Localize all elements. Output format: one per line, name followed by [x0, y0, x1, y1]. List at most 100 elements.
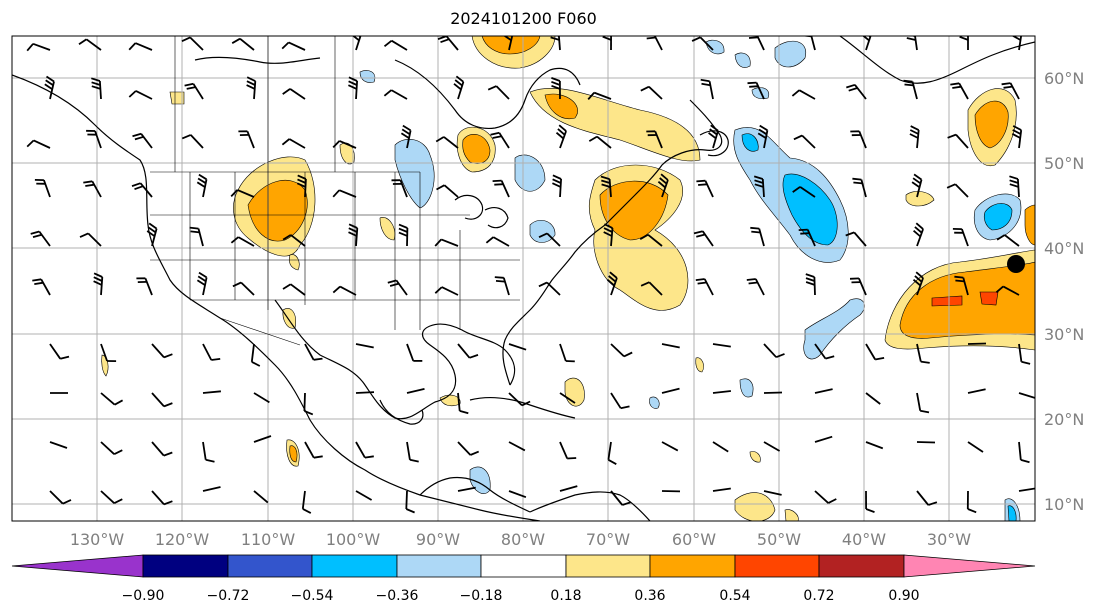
wind-barb-flag [555, 132, 564, 140]
wind-barb-shaft [405, 490, 408, 510]
lon-label-100w: 100°W [326, 530, 381, 549]
wind-barb-flag [304, 410, 314, 416]
wind-barb-flag [44, 83, 53, 90]
wind-barb-shaft [304, 343, 315, 361]
lat-label-20: 20°N [1044, 410, 1084, 429]
wind-barb-shaft [338, 189, 357, 198]
wind-barb-shaft [85, 38, 102, 51]
wind-barb-shaft [914, 36, 918, 51]
wind-barb-flag [603, 231, 613, 237]
colorbar-tick-4: −0.18 [460, 588, 503, 604]
wind-barb-shaft [654, 130, 663, 149]
wind-barb-flag [947, 133, 957, 139]
wind-barb-flag [798, 228, 808, 231]
wind-barb-shaft [100, 441, 115, 455]
wind-barb-flag [230, 189, 239, 198]
cool-anomaly-small-1 [705, 39, 725, 55]
wind-barb-shaft [596, 135, 612, 149]
wind-barb-shaft [967, 342, 987, 345]
wind-barb-shaft [712, 487, 731, 492]
warm-anomaly-east-atlantic-peak [931, 295, 963, 307]
wind-barb-flag [198, 173, 207, 181]
wind-barb-shaft [406, 343, 415, 362]
wind-barb-flag [792, 186, 801, 193]
coast-cuba [469, 396, 576, 419]
wind-barb-flag [506, 28, 514, 33]
wind-barb-flag [696, 179, 706, 183]
wind-barb-flag [1009, 175, 1019, 180]
lon-label-80w: 80°W [501, 530, 545, 549]
cool-anomaly-ohio [529, 220, 556, 243]
wind-barb-flag [494, 276, 504, 279]
wind-barb-flag [862, 36, 870, 42]
wind-barb-shaft [457, 441, 472, 456]
coast-central-am [419, 476, 531, 513]
wind-barb-flag [1014, 28, 1022, 32]
wind-barb-flag [865, 27, 872, 33]
wind-barb-flag [246, 84, 256, 90]
warm-anomaly-hudson-core [462, 133, 491, 164]
wind-barb-flag [754, 179, 764, 184]
wind-barb-flag [793, 134, 803, 141]
wind-barb-shaft [406, 388, 425, 394]
wind-barb-shaft [810, 36, 816, 51]
coast-great-lake-1 [454, 194, 484, 220]
wind-barb-flag [128, 42, 137, 51]
wind-barb-flag [383, 89, 392, 97]
longitude-labels: 130°W 120°W 110°W 100°W 90°W 80°W 70°W 6… [70, 530, 971, 549]
wind-barb-flag [45, 79, 54, 87]
wind-barb-shaft [508, 490, 527, 499]
wind-barb-shaft [202, 343, 213, 361]
lat-label-60: 60°N [1044, 69, 1084, 88]
wind-barb-flag [604, 223, 613, 229]
wind-barb-flag [128, 90, 137, 98]
graticule [12, 36, 1035, 521]
wind-barb-flag [348, 231, 358, 237]
wind-barb-shaft [916, 343, 922, 362]
wind-barb-shaft [443, 136, 459, 149]
wind-barb-flag [62, 499, 72, 505]
wind-barb-shaft [355, 441, 366, 459]
colorbar-segment-0 [11, 554, 144, 578]
wind-barb-shaft [865, 441, 884, 450]
wind-barb-flag [232, 281, 242, 288]
wind-barb-flag [26, 43, 34, 52]
cool-anomaly-north-atlantic-core [782, 173, 838, 246]
wind-barb-flag [1011, 133, 1021, 139]
wind-barb-flag [952, 85, 962, 89]
lat-label-10: 10°N [1044, 495, 1084, 514]
wind-barb-flag [550, 36, 560, 41]
coast-newfoundland [699, 130, 729, 157]
wind-barb-flag [960, 29, 969, 32]
wind-barb-flag [550, 30, 559, 33]
wind-barb-shaft [559, 130, 567, 149]
wind-barb-shaft [508, 343, 527, 351]
wind-barb-flag [181, 36, 191, 43]
warm-blob-14 [784, 509, 799, 521]
wind-barb-flag [551, 77, 561, 82]
lon-label-50w: 50°W [757, 530, 801, 549]
wind-barb-shaft [799, 186, 816, 198]
wind-barb-shaft [100, 392, 116, 406]
wind-barb-shaft [253, 435, 272, 443]
wind-barb-shaft [457, 343, 471, 359]
wind-barb-flag [791, 89, 800, 97]
wind-barb-flag [364, 455, 374, 459]
wind-barb-flag [26, 139, 35, 148]
wind-barb-shaft [239, 37, 255, 51]
wind-barb-shaft [955, 133, 969, 149]
wind-barb-shaft [250, 343, 255, 363]
wind-barb-flag [904, 83, 914, 87]
wind-barb-flag [93, 272, 103, 278]
wind-barb-shaft [559, 392, 576, 404]
wind-barb-shaft [190, 134, 204, 149]
wind-barb-flag [1019, 36, 1022, 37]
warm-blob-1 [339, 142, 355, 165]
wind-barb-flag [759, 124, 768, 132]
wind-barb-flag [805, 273, 815, 278]
colorbar-segment-9 [818, 554, 905, 578]
wind-barb-shaft [288, 41, 306, 51]
wind-barb-flag [700, 78, 710, 83]
wind-barb-shaft [355, 391, 375, 394]
wind-barb-shaft [151, 441, 165, 457]
